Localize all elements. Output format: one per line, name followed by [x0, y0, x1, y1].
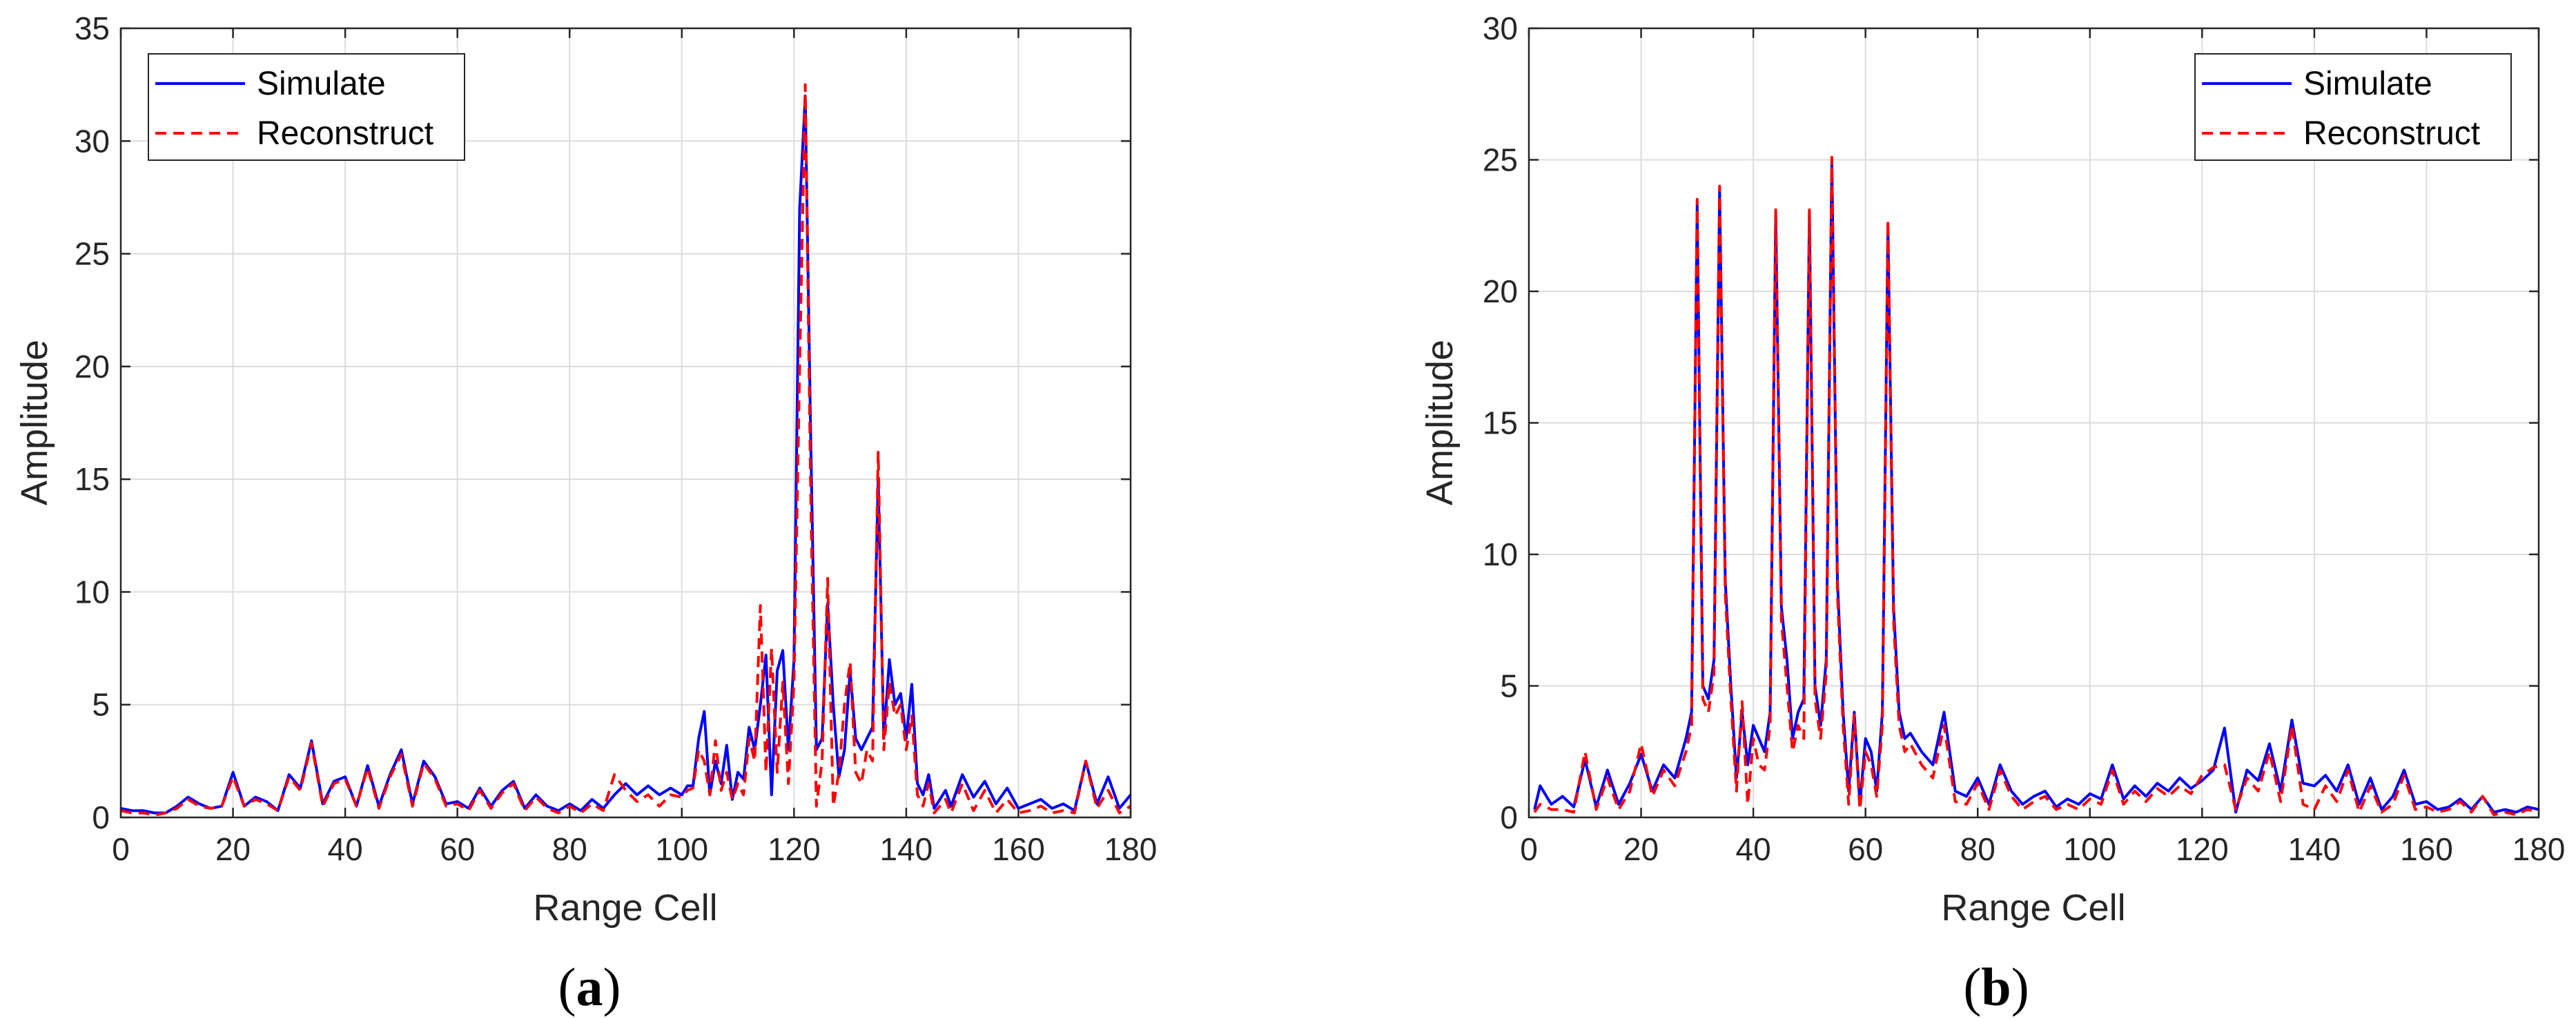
y-tick-label-b: 5: [1500, 668, 1518, 704]
caption-letter-b: b: [1981, 957, 2011, 1017]
x-tick-label-a: 60: [440, 831, 475, 867]
x-tick-label-b: 180: [2512, 831, 2566, 867]
caption-b: (b): [1963, 957, 2029, 1017]
legend-a: Simulate Reconstruct: [148, 53, 465, 161]
series-line-simulate-a: [120, 95, 1132, 815]
y-tick-label-b: 15: [1483, 405, 1518, 441]
x-tick-label-b: 20: [1623, 831, 1659, 867]
legend-entry-simulate-a: Simulate: [155, 66, 386, 102]
caption-letter-a: a: [576, 957, 603, 1017]
series-line-simulate-b: [1533, 158, 2539, 814]
ticks-b: 0 20 40 60 80 100 120 140 160 180 0 5 10 15 20 25 30: [1483, 10, 2566, 867]
legend-entry-reconstruct-a: Reconstruct: [155, 115, 433, 152]
y-tick-label-a: 20: [75, 349, 110, 385]
y-tick-label-a: 0: [92, 799, 110, 835]
series-lines-b: [1533, 155, 2539, 817]
x-tick-label-a: 0: [112, 831, 130, 867]
x-tick-label-a: 40: [328, 831, 363, 867]
x-tick-label-a: 160: [992, 831, 1045, 867]
x-tick-label-a: 140: [880, 831, 933, 867]
x-tick-label-b: 60: [1848, 831, 1883, 867]
chart-panel-a: 0 20 40 60 80 100 120 140 160 180 0 5 10 15 20 25 30 35 R…: [14, 10, 1157, 929]
x-tick-label-b: 140: [2288, 831, 2341, 867]
legend-label-simulate-b: Simulate: [2303, 66, 2432, 102]
y-tick-label-b: 30: [1483, 10, 1518, 46]
x-tick-label-a: 80: [552, 831, 587, 867]
ticks-a: 0 20 40 60 80 100 120 140 160 180 0 5 10 15 20 25 30 35: [75, 10, 1158, 867]
legend-label-reconstruct-b: Reconstruct: [2303, 115, 2480, 152]
y-tick-label-b: 20: [1483, 273, 1518, 309]
x-tick-label-a: 120: [768, 831, 821, 867]
legend-b: Simulate Reconstruct: [2194, 53, 2512, 161]
y-tick-label-a: 30: [75, 123, 110, 159]
y-tick-label-a: 35: [75, 10, 110, 46]
y-tick-label-a: 15: [75, 461, 110, 497]
series-lines-a: [120, 83, 1132, 817]
x-tick-label-b: 0: [1520, 831, 1538, 867]
y-axis-label-b: Amplitude: [1419, 340, 1461, 505]
series-line-reconstruct-b: [1533, 155, 2539, 817]
legend-label-simulate-a: Simulate: [257, 66, 386, 102]
y-tick-label-a: 5: [92, 687, 110, 723]
y-tick-label-a: 25: [75, 236, 110, 272]
plot-frame-b: [1528, 27, 2540, 819]
x-tick-label-b: 160: [2400, 831, 2453, 867]
legend-box-a: [148, 53, 465, 161]
legend-entry-reconstruct-b: Reconstruct: [2202, 115, 2480, 152]
y-tick-label-a: 10: [75, 574, 110, 610]
y-tick-label-b: 25: [1483, 142, 1518, 178]
x-tick-label-a: 100: [655, 831, 708, 867]
x-tick-label-b: 120: [2176, 831, 2229, 867]
plot-frame-a: [119, 27, 1132, 819]
y-axis-label-a: Amplitude: [14, 340, 55, 505]
x-tick-label-b: 40: [1736, 831, 1771, 867]
y-tick-label-b: 10: [1483, 536, 1518, 572]
chart-panel-b: 0 20 40 60 80 100 120 140 160 180 0 5 10 15 20 25 30 Ran…: [1419, 10, 2565, 929]
y-tick-label-b: 0: [1500, 799, 1518, 835]
x-tick-label-a: 20: [215, 831, 251, 867]
legend-label-reconstruct-a: Reconstruct: [257, 115, 433, 152]
legend-entry-simulate-b: Simulate: [2202, 66, 2432, 102]
x-tick-label-a: 180: [1104, 831, 1158, 867]
legend-box-b: [2194, 53, 2512, 161]
x-axis-label-b: Range Cell: [1941, 887, 2125, 929]
caption-a: (a): [558, 957, 621, 1017]
x-tick-label-b: 80: [1960, 831, 1996, 867]
x-tick-label-b: 100: [2063, 831, 2116, 867]
x-axis-label-a: Range Cell: [533, 887, 717, 929]
series-line-reconstruct-a: [120, 83, 1132, 817]
